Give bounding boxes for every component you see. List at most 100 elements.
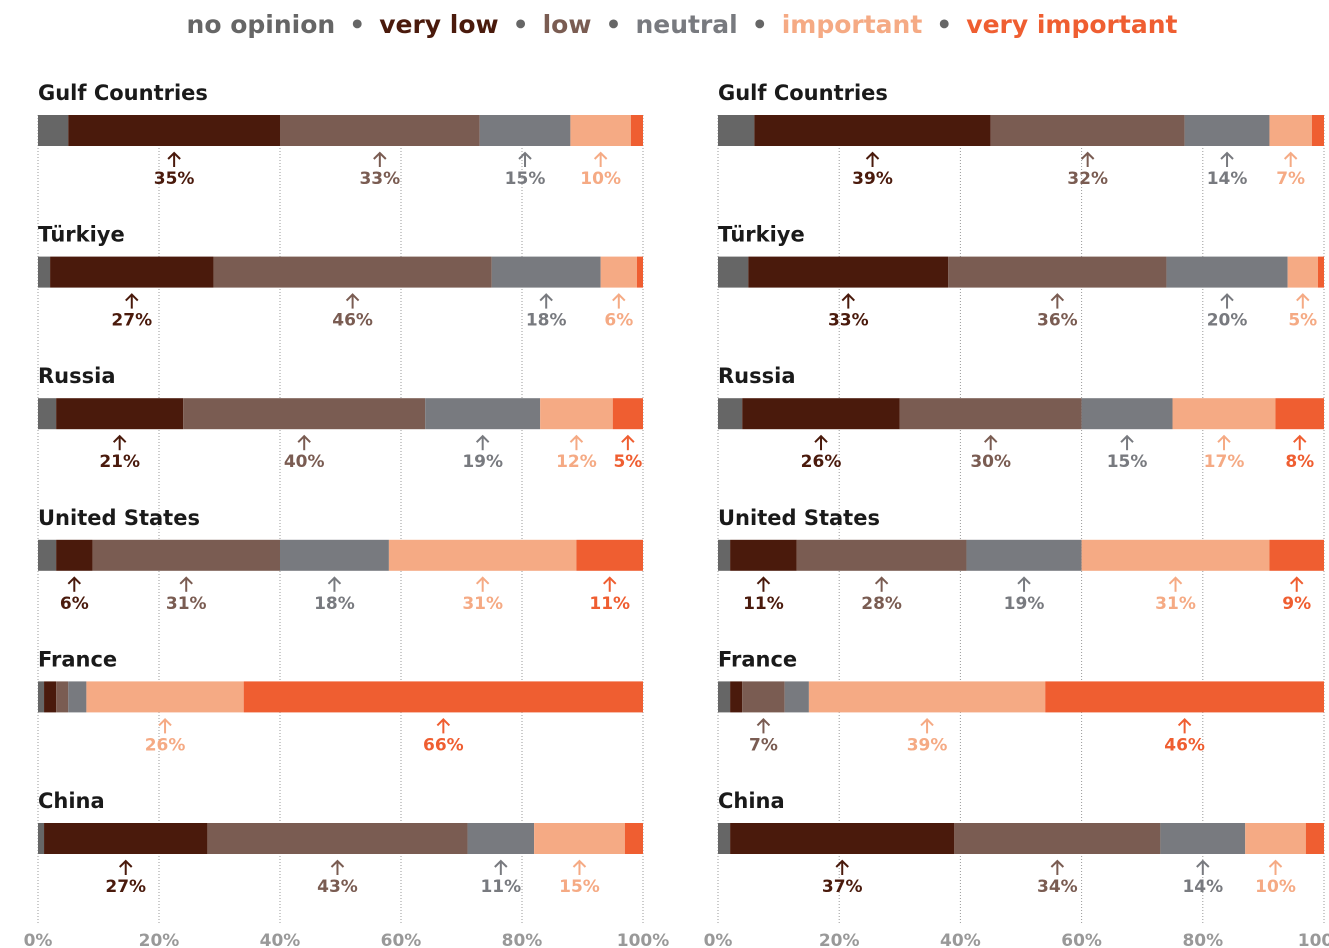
data-label: 31% (1155, 594, 1196, 614)
value-arrow-head (158, 717, 172, 727)
data-label: 15% (1107, 452, 1148, 472)
x-tick-label: 20% (139, 931, 180, 948)
value-arrow-head (1050, 293, 1065, 302)
bar-segment-no-opinion (38, 539, 57, 571)
bar-segment-low (796, 539, 967, 571)
bar-segment-neutral (1184, 115, 1270, 146)
value-arrow-head (475, 434, 490, 443)
data-label: 33% (828, 311, 869, 331)
value-arrow-head (1293, 434, 1307, 443)
bar-segment-important (388, 539, 577, 571)
value-arrow-head (756, 576, 771, 585)
bar-segment-neutral (280, 539, 389, 571)
bar-segment-very-important (612, 398, 643, 430)
category-title: Gulf Countries (718, 81, 888, 105)
value-arrow-head (1268, 859, 1283, 868)
bar-segment-low (280, 115, 480, 146)
bar-segment-no-opinion (38, 398, 57, 430)
bar-segment-low (742, 681, 785, 713)
bar-segment-very-important (243, 681, 643, 713)
data-label: 14% (1182, 877, 1223, 897)
data-label: 15% (559, 877, 600, 897)
x-tick-label: 100% (617, 931, 670, 948)
bar-segment-no-opinion (718, 256, 749, 288)
legend-separator: • (936, 10, 953, 39)
data-label: 26% (145, 735, 186, 755)
legend-separator: • (512, 10, 529, 39)
value-arrow-head (436, 717, 451, 727)
data-label: 66% (423, 735, 464, 755)
bar-segment-very-important (1305, 823, 1324, 854)
category-title: Türkiye (718, 223, 805, 247)
value-arrow-head (814, 434, 828, 443)
value-arrow-head (1220, 151, 1234, 160)
bar-segment-no-opinion (38, 681, 45, 713)
legend-item-low: low (542, 10, 592, 39)
value-arrow-head (1050, 859, 1065, 868)
category-title: Russia (38, 364, 116, 388)
value-arrow-head (1220, 293, 1234, 302)
bar-segment-neutral (467, 823, 535, 854)
value-arrow-head (179, 576, 193, 585)
bar-segment-very-low (754, 115, 991, 146)
legend-item-very-low: very low (379, 10, 499, 39)
legend-separator: • (751, 10, 768, 39)
bar-segment-low (183, 398, 426, 430)
data-label: 8% (1285, 452, 1314, 472)
value-arrow-head (297, 434, 311, 443)
bar-segment-low (990, 115, 1185, 146)
category-title: Gulf Countries (38, 81, 208, 105)
value-arrow-head (865, 151, 880, 160)
data-label: 20% (1207, 311, 1248, 331)
bar-segment-no-opinion (718, 823, 731, 854)
x-tick-label: 100% (1298, 931, 1329, 948)
data-label: 32% (1067, 169, 1108, 189)
value-arrow-head (756, 717, 771, 727)
bar-segment-very-low (56, 398, 184, 430)
data-label: 17% (1204, 452, 1245, 472)
value-arrow-head (539, 293, 553, 302)
bar-segment-low (56, 681, 69, 713)
data-label: 19% (1004, 594, 1045, 614)
data-label: 10% (580, 169, 621, 189)
bar-segment-very-important (576, 539, 643, 571)
bar-segment-neutral (966, 539, 1082, 571)
value-arrow-head (119, 859, 133, 868)
bar-segment-important (534, 823, 625, 854)
value-arrow-head (612, 293, 626, 302)
x-tick-label: 0% (24, 931, 53, 948)
data-label: 11% (480, 877, 521, 897)
x-tick-label: 60% (381, 931, 422, 948)
bar-segment-important (808, 681, 1046, 713)
bar-segment-no-opinion (718, 398, 743, 430)
category-title: France (718, 647, 797, 671)
category-title: United States (718, 506, 880, 530)
value-arrow-head (518, 151, 532, 160)
value-arrow-head (1290, 576, 1304, 585)
data-label: 27% (105, 877, 146, 897)
value-arrow-head (569, 434, 584, 443)
bar-segment-low (207, 823, 468, 854)
value-arrow-head (112, 434, 127, 443)
data-label: 27% (111, 311, 152, 331)
bar-segment-very-low (730, 539, 797, 571)
data-label: 31% (166, 594, 207, 614)
bar-segment-very-low (748, 256, 949, 288)
value-arrow-head (621, 434, 635, 443)
bar-segment-very-low (56, 539, 93, 571)
bar-segment-very-important (636, 256, 643, 288)
value-arrow-head (1120, 434, 1134, 443)
bar-segment-low (954, 823, 1161, 854)
data-label: 21% (99, 452, 140, 472)
legend-separator: • (349, 10, 366, 39)
data-label: 11% (743, 594, 784, 614)
data-label: 18% (526, 311, 567, 331)
bar-segment-very-low (730, 681, 743, 713)
bar-segment-very-low (742, 398, 900, 430)
legend-item-very-important: very important (966, 10, 1178, 39)
value-arrow-head (475, 576, 490, 585)
bar-segment-neutral (1081, 398, 1173, 430)
legend-separator: • (605, 10, 622, 39)
value-arrow-head (373, 151, 387, 160)
